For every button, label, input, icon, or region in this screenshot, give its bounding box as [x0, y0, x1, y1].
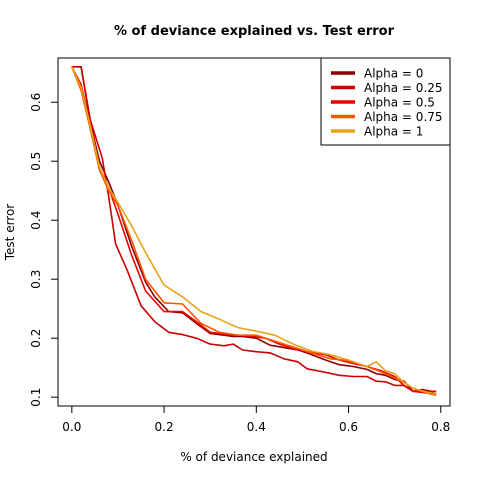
x-tick-label: 0.8 [431, 420, 450, 434]
legend-label-4: Alpha = 1 [364, 125, 423, 139]
legend-label-1: Alpha = 0.25 [364, 81, 443, 95]
series-line-3 [71, 66, 437, 397]
legend-label-0: Alpha = 0 [364, 67, 423, 81]
x-tick-label: 0.6 [339, 420, 358, 434]
x-axis: 0.0 0.2 0.4 0.6 0.8 [62, 405, 450, 434]
series-line-1 [71, 66, 437, 393]
x-tick-label: 0.0 [62, 420, 81, 434]
series-line-4 [71, 66, 437, 395]
y-axis: 0.1 0.2 0.3 0.4 0.5 0.6 [29, 93, 59, 407]
chart-title: % of deviance explained vs. Test error [114, 24, 395, 39]
y-tick-label: 0.6 [29, 93, 43, 112]
legend-label-3: Alpha = 0.75 [364, 110, 443, 124]
x-tick-label: 0.2 [155, 420, 174, 434]
series-group [71, 66, 437, 397]
legend-label-2: Alpha = 0.5 [364, 96, 435, 110]
y-tick-label: 0.4 [29, 211, 43, 230]
x-tick-label: 0.4 [247, 420, 266, 434]
y-tick-label: 0.1 [29, 388, 43, 407]
x-axis-label: % of deviance explained [180, 450, 327, 464]
y-axis-label: Test error [3, 204, 17, 262]
y-tick-label: 0.2 [29, 329, 43, 348]
y-tick-label: 0.5 [29, 152, 43, 171]
y-tick-label: 0.3 [29, 270, 43, 289]
